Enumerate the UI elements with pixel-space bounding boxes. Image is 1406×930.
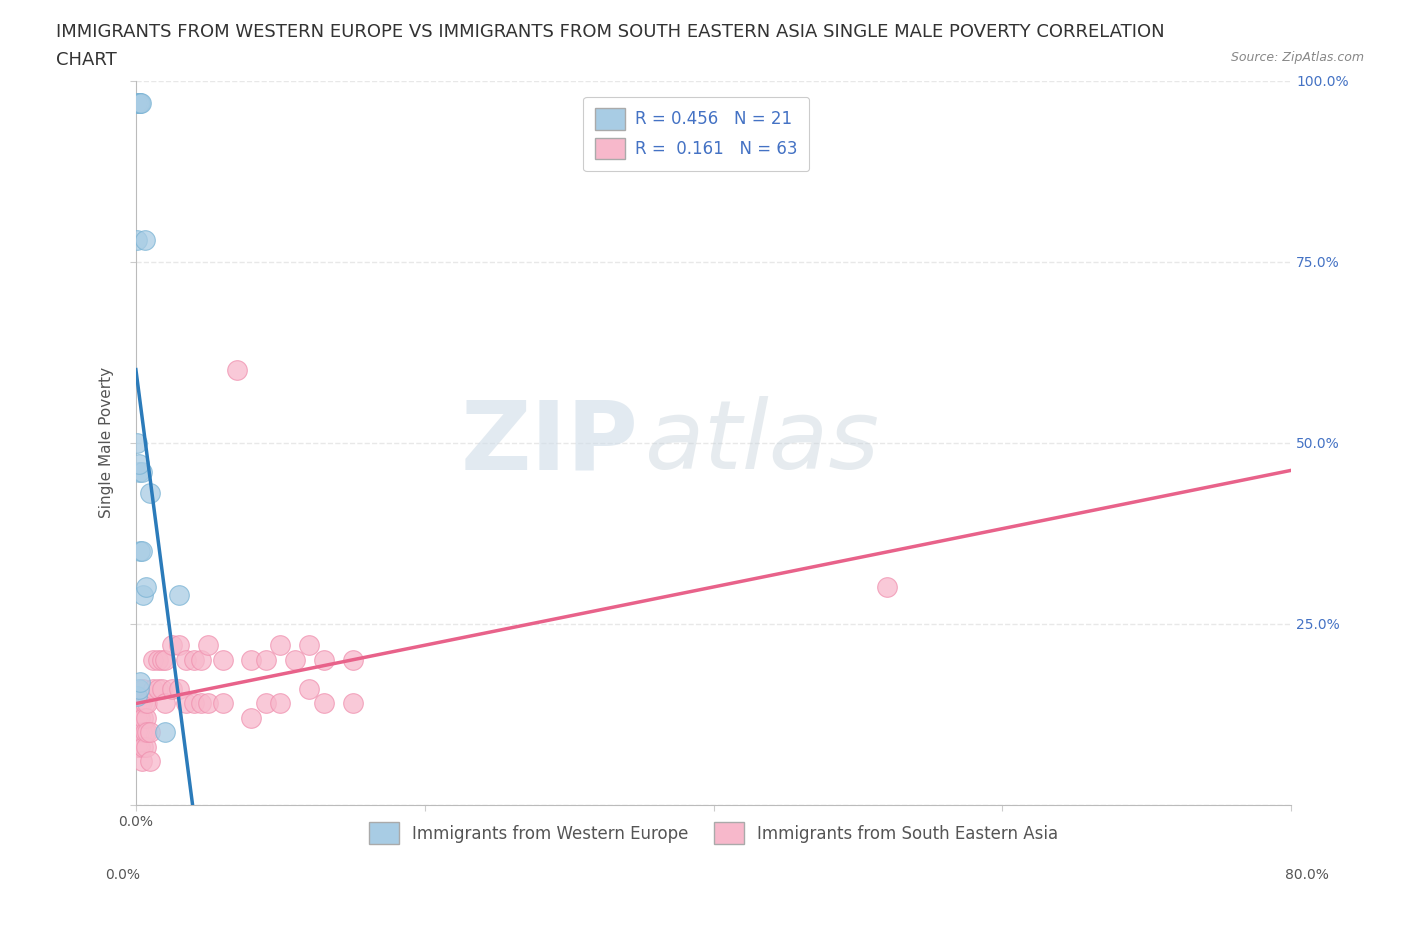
Y-axis label: Single Male Poverty: Single Male Poverty <box>100 367 114 518</box>
Point <box>167 638 190 653</box>
Point <box>132 739 155 754</box>
Point <box>139 753 162 768</box>
Point <box>128 711 150 725</box>
Point <box>190 652 212 667</box>
Point <box>132 711 155 725</box>
Point <box>254 652 277 667</box>
Point <box>160 638 183 653</box>
Point <box>211 696 233 711</box>
Text: CHART: CHART <box>56 51 117 69</box>
Point <box>127 739 149 754</box>
Point <box>153 724 176 739</box>
Point <box>132 682 155 697</box>
Text: IMMIGRANTS FROM WESTERN EUROPE VS IMMIGRANTS FROM SOUTH EASTERN ASIA SINGLE MALE: IMMIGRANTS FROM WESTERN EUROPE VS IMMIGR… <box>56 23 1164 41</box>
Point <box>128 464 150 479</box>
Point <box>146 682 169 697</box>
Point <box>128 696 150 711</box>
Point <box>139 724 162 739</box>
Point <box>127 232 149 247</box>
Point <box>153 652 176 667</box>
Point <box>146 652 169 667</box>
Point <box>298 682 321 697</box>
Point <box>128 95 150 110</box>
Point <box>128 95 150 110</box>
Point <box>131 544 153 559</box>
Text: atlas: atlas <box>644 396 879 489</box>
Legend: Immigrants from Western Europe, Immigrants from South Eastern Asia: Immigrants from Western Europe, Immigran… <box>363 816 1064 850</box>
Point <box>128 724 150 739</box>
Point <box>211 652 233 667</box>
Point <box>134 696 156 711</box>
Point <box>240 711 263 725</box>
Point <box>153 696 176 711</box>
Point <box>127 711 149 725</box>
Point <box>312 652 335 667</box>
Point <box>134 724 156 739</box>
Point <box>128 457 150 472</box>
Point <box>150 682 173 697</box>
Point <box>135 739 157 754</box>
Point <box>129 95 152 110</box>
Text: 80.0%: 80.0% <box>1285 868 1329 882</box>
Point <box>876 580 898 595</box>
Point <box>129 739 152 754</box>
Point <box>342 696 364 711</box>
Point <box>127 95 149 110</box>
Point <box>342 652 364 667</box>
Point <box>197 638 219 653</box>
Point <box>167 682 190 697</box>
Text: ZIP: ZIP <box>461 396 638 489</box>
Point <box>312 696 335 711</box>
Point <box>240 652 263 667</box>
Point <box>127 696 149 711</box>
Point <box>254 696 277 711</box>
Point <box>129 696 152 711</box>
Point <box>142 652 165 667</box>
Point <box>298 638 321 653</box>
Point <box>129 674 152 689</box>
Point <box>190 696 212 711</box>
Point <box>136 724 159 739</box>
Point <box>131 724 153 739</box>
Point <box>150 652 173 667</box>
Text: 0.0%: 0.0% <box>105 868 141 882</box>
Point <box>197 696 219 711</box>
Point <box>167 587 190 602</box>
Point <box>128 739 150 754</box>
Point <box>183 652 205 667</box>
Point <box>127 688 149 703</box>
Point <box>135 580 157 595</box>
Point <box>176 696 198 711</box>
Point <box>128 682 150 697</box>
Point <box>132 587 155 602</box>
Point <box>127 435 149 450</box>
Point <box>139 486 162 501</box>
Point <box>142 682 165 697</box>
Point <box>129 711 152 725</box>
Point <box>176 652 198 667</box>
Point <box>131 696 153 711</box>
Point <box>135 711 157 725</box>
Point <box>284 652 307 667</box>
Point <box>129 544 152 559</box>
Point <box>131 464 153 479</box>
Text: Source: ZipAtlas.com: Source: ZipAtlas.com <box>1230 51 1364 64</box>
Point <box>129 95 152 110</box>
Point <box>183 696 205 711</box>
Point <box>269 638 291 653</box>
Point <box>131 753 153 768</box>
Point <box>136 696 159 711</box>
Point <box>160 682 183 697</box>
Point <box>127 724 149 739</box>
Point <box>134 232 156 247</box>
Point <box>269 696 291 711</box>
Point <box>226 363 249 378</box>
